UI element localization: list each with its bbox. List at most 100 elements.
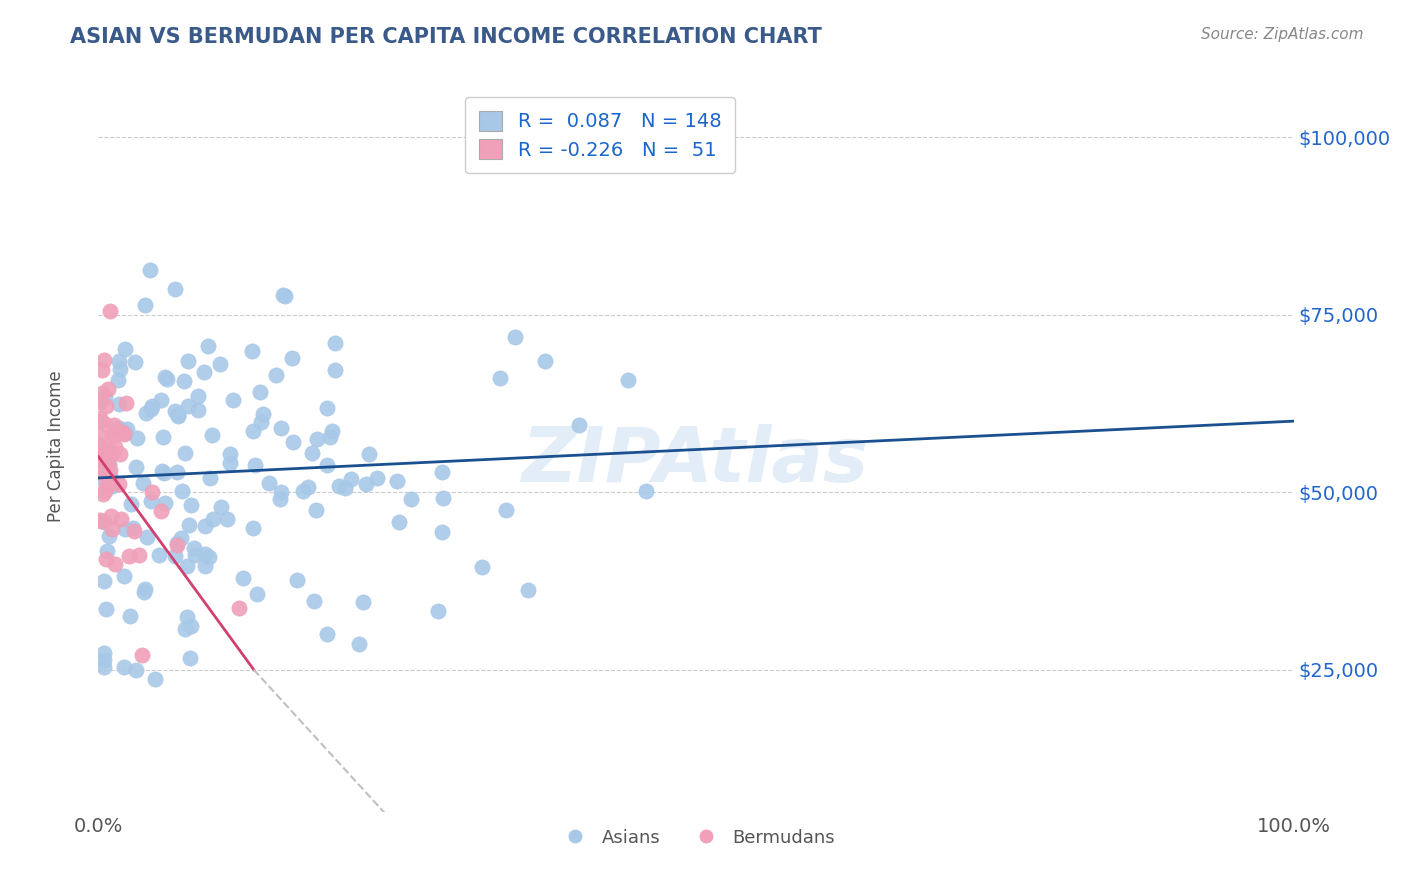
Point <box>176 559 198 574</box>
Point <box>153 370 176 384</box>
Point <box>91 386 114 401</box>
Point <box>96 552 118 566</box>
Point <box>96 480 118 494</box>
Point <box>100 509 122 524</box>
Point <box>90 514 112 528</box>
Point <box>103 445 125 459</box>
Point <box>97 442 120 457</box>
Point <box>141 485 163 500</box>
Point <box>97 529 120 543</box>
Point <box>134 582 156 596</box>
Point <box>104 557 127 571</box>
Point <box>107 397 129 411</box>
Point <box>242 424 264 438</box>
Point <box>98 444 121 458</box>
Point <box>218 447 240 461</box>
Point <box>96 602 118 616</box>
Point <box>110 512 132 526</box>
Point <box>388 515 411 529</box>
Point <box>349 637 371 651</box>
Point <box>176 399 198 413</box>
Point <box>173 446 195 460</box>
Point <box>201 512 224 526</box>
Point <box>93 353 115 368</box>
Point <box>177 517 200 532</box>
Point <box>166 465 188 479</box>
Point <box>246 587 269 601</box>
Point <box>107 373 129 387</box>
Point <box>94 399 117 413</box>
Point <box>249 384 271 399</box>
Point <box>200 470 222 484</box>
Point <box>108 420 131 434</box>
Point <box>194 518 217 533</box>
Point <box>321 424 343 438</box>
Point <box>97 472 120 486</box>
Point <box>328 479 350 493</box>
Point <box>89 458 111 472</box>
Point <box>89 512 111 526</box>
Point <box>112 659 135 673</box>
Point <box>245 458 267 472</box>
Point <box>301 446 323 460</box>
Point <box>107 353 129 368</box>
Point <box>136 530 159 544</box>
Point <box>121 521 143 535</box>
Point <box>131 648 153 662</box>
Point <box>318 430 340 444</box>
Point <box>124 355 146 369</box>
Point <box>114 342 136 356</box>
Point <box>89 446 111 460</box>
Point <box>287 573 309 587</box>
Point <box>315 627 337 641</box>
Point <box>149 392 172 407</box>
Point <box>89 395 111 409</box>
Point <box>134 585 156 599</box>
Point <box>228 600 250 615</box>
Point <box>495 503 517 517</box>
Point <box>115 422 138 436</box>
Point <box>89 438 111 452</box>
Point <box>114 522 136 536</box>
Point <box>217 512 239 526</box>
Point <box>98 468 121 483</box>
Point <box>101 479 124 493</box>
Point <box>209 500 232 514</box>
Point <box>180 619 202 633</box>
Point <box>148 549 170 563</box>
Point <box>165 404 187 418</box>
Point <box>617 373 640 387</box>
Point <box>167 409 190 423</box>
Text: Source: ZipAtlas.com: Source: ZipAtlas.com <box>1201 27 1364 42</box>
Point <box>93 468 115 483</box>
Point <box>250 415 273 429</box>
Point <box>93 473 115 487</box>
Point <box>174 622 197 636</box>
Point <box>128 548 150 562</box>
Point <box>104 440 127 454</box>
Point <box>138 263 160 277</box>
Point <box>110 423 132 437</box>
Point <box>281 434 304 449</box>
Point <box>173 374 195 388</box>
Point <box>352 594 374 608</box>
Point <box>242 521 264 535</box>
Point <box>259 475 281 490</box>
Point <box>183 541 205 555</box>
Point <box>89 411 111 425</box>
Point <box>120 497 142 511</box>
Point <box>323 362 346 376</box>
Point <box>634 483 657 498</box>
Point <box>240 343 263 358</box>
Point <box>432 465 454 479</box>
Point <box>156 372 179 386</box>
Point <box>125 459 148 474</box>
Point <box>179 651 201 665</box>
Point <box>170 532 193 546</box>
Legend: Asians, Bermudans: Asians, Bermudans <box>550 822 842 854</box>
Point <box>165 549 187 563</box>
Point <box>354 476 377 491</box>
Point <box>101 522 124 536</box>
Point <box>316 458 339 472</box>
Point <box>108 477 131 491</box>
